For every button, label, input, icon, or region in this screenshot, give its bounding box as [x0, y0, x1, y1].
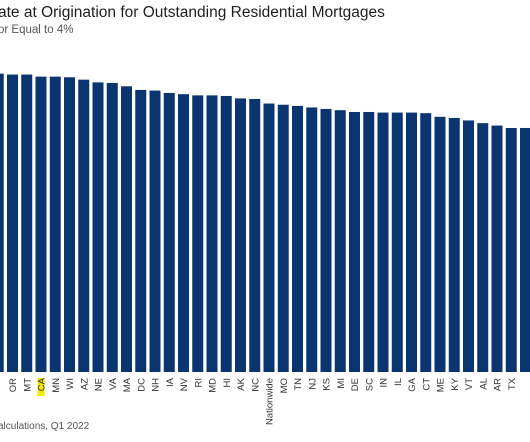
- bar-partial-left: [0, 73, 4, 373]
- x-tick-labels: OR MT CA MN WI AZ NE VA MA DC NH IA NV RI MD HI AK NC Nati…: [8, 377, 518, 425]
- x-tick-label-nv: NV: [179, 377, 190, 391]
- bar-ky: [448, 118, 460, 373]
- bar-nc: [249, 98, 261, 373]
- x-tick-label-ca: CA: [37, 377, 48, 391]
- bar-tn: [292, 105, 303, 372]
- bar-nj: [306, 107, 318, 372]
- bar-partial-right: [520, 127, 530, 372]
- x-tick-label-me: ME: [436, 378, 447, 392]
- bar-il: [391, 112, 403, 372]
- x-tick-label-ak: AK: [236, 377, 247, 390]
- source-note: alculations, Q1 2022: [0, 421, 90, 432]
- x-tick-label-mt: MT: [22, 378, 33, 392]
- bar-vt: [463, 120, 474, 373]
- bar-ma: [121, 86, 132, 372]
- x-tick-label-ne: NE: [94, 378, 105, 391]
- x-tick-label-or: OR: [8, 378, 19, 392]
- x-tick-label-md: MD: [208, 378, 219, 393]
- x-tick-label-il: IL: [393, 378, 404, 386]
- bar-sc: [363, 111, 375, 372]
- x-tick-label-wi: WI: [65, 378, 76, 390]
- bar-va: [106, 82, 118, 373]
- x-tick-label-nc: NC: [250, 378, 261, 392]
- tick-highlight-ca: [37, 378, 45, 396]
- bar-in: [377, 112, 389, 372]
- bar-ca: [35, 76, 47, 372]
- x-tick-label-mi: MI: [336, 378, 347, 389]
- x-tick-label-al: AL: [478, 378, 489, 390]
- x-tick-label-mn: MN: [51, 378, 62, 393]
- bar-dc: [135, 89, 147, 373]
- bar-ks: [320, 108, 332, 373]
- x-tick-label-in: IN: [379, 378, 390, 388]
- x-tick-label-tn: TN: [293, 378, 304, 391]
- chart-subtitle: or Equal to 4%: [0, 24, 74, 36]
- x-tick-label-nh: NH: [151, 378, 162, 392]
- bar-mo: [277, 104, 289, 372]
- bar-ct: [420, 113, 432, 372]
- bar-ne: [92, 82, 104, 372]
- x-tick-label-tx: TX: [507, 377, 518, 390]
- x-tick-label-ct: CT: [421, 378, 432, 391]
- x-tick-label-ky: KY: [450, 377, 461, 390]
- bar-nationwide: [263, 103, 275, 373]
- bar-ri: [192, 95, 204, 373]
- bar-tx: [505, 127, 517, 372]
- bar-al: [477, 123, 489, 373]
- bar-or: [7, 74, 18, 372]
- bar-md: [206, 95, 218, 373]
- bars-group: [0, 73, 530, 373]
- x-tick-label-nationwide: Nationwide: [265, 378, 276, 425]
- x-tick-label-dc: DC: [136, 378, 147, 392]
- bar-nh: [149, 90, 161, 372]
- chart-title: ate at Origination for Outstanding Resid…: [0, 4, 385, 21]
- bar-ar: [491, 125, 503, 372]
- x-tick-label-ar: AR: [493, 378, 504, 391]
- bar-hi: [220, 95, 232, 372]
- x-tick-label-vt: VT: [464, 378, 475, 390]
- x-tick-label-de: DE: [350, 378, 361, 391]
- bar-me: [434, 116, 446, 372]
- bar-mt: [21, 74, 33, 372]
- x-tick-label-mo: MO: [279, 378, 290, 393]
- x-tick-label-ks: KS: [322, 378, 333, 391]
- bar-ak: [235, 98, 246, 372]
- x-tick-label-nj: NJ: [307, 378, 318, 390]
- bar-nv: [178, 94, 189, 372]
- bar-mn: [49, 76, 61, 372]
- x-tick-label-ma: MA: [122, 377, 133, 392]
- bar-az: [78, 79, 90, 372]
- x-tick-label-ri: RI: [193, 378, 204, 388]
- x-tick-label-ia: IA: [165, 377, 176, 387]
- x-tick-label-va: VA: [108, 377, 119, 390]
- bar-wi: [64, 77, 75, 372]
- x-tick-label-az: AZ: [79, 378, 90, 390]
- bar-ga: [406, 112, 417, 372]
- x-tick-label-hi: HI: [222, 378, 233, 388]
- bar-ia: [163, 92, 175, 372]
- x-tick-label-sc: SC: [364, 378, 375, 391]
- bar-mi: [334, 110, 346, 373]
- bar-de: [349, 111, 360, 372]
- x-tick-label-ga: GA: [407, 377, 418, 391]
